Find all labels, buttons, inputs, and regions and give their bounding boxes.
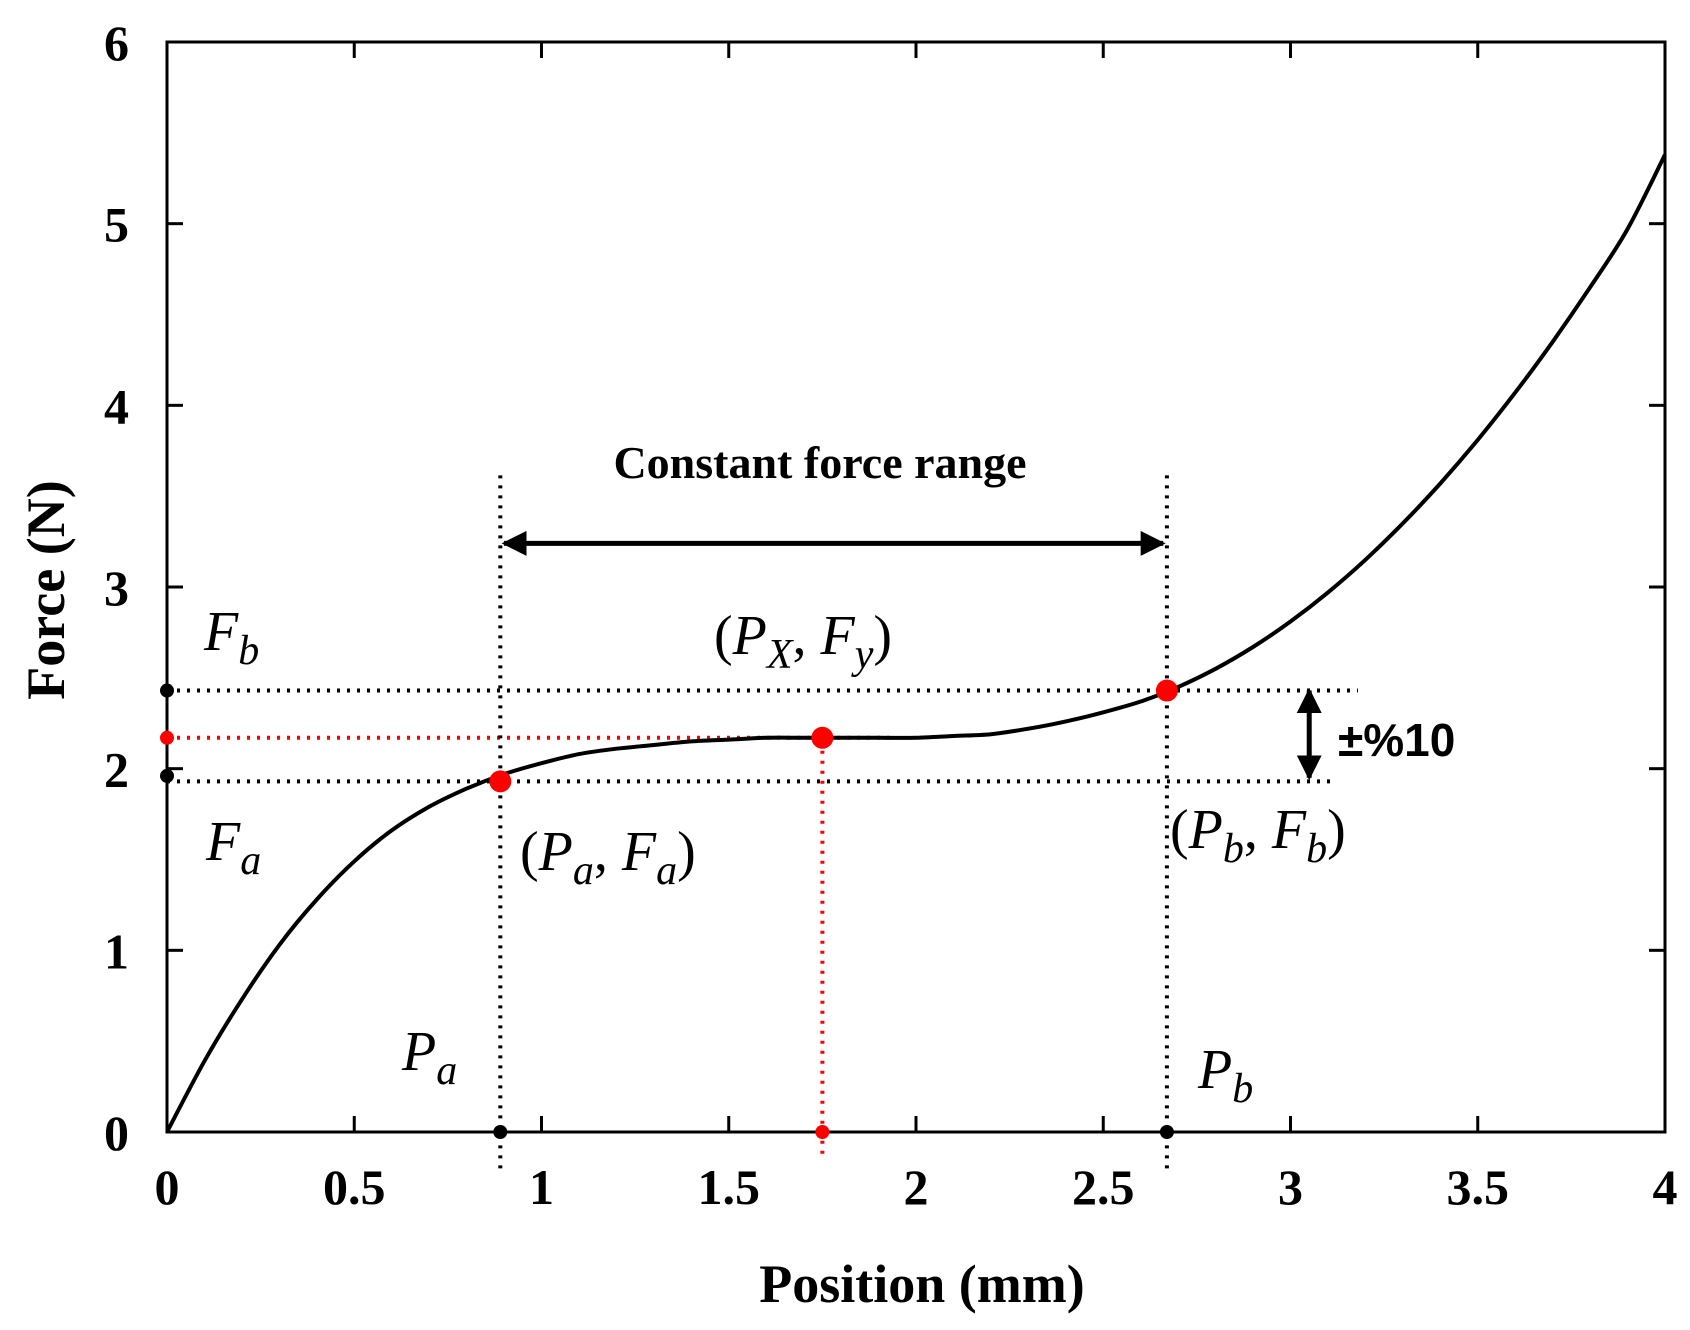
y-tick-label-0: 0 <box>104 1105 129 1161</box>
x-tick-label-8: 4 <box>1653 1159 1678 1215</box>
x-tick-label-2: 1 <box>529 1159 554 1215</box>
pa-fa-close: ) <box>677 821 696 883</box>
y-tick-label-6: 6 <box>104 15 129 71</box>
point-px-fy <box>811 726 834 749</box>
y-tick-label-1: 1 <box>104 923 129 979</box>
force-curve-line <box>165 153 1667 1133</box>
pa-label-base: P <box>401 1021 436 1083</box>
pa-fa-base2: F <box>621 821 657 883</box>
x-tick-label-3: 1.5 <box>698 1159 761 1215</box>
pa-fa-open: ( <box>520 821 539 883</box>
pa-label-sub: a <box>436 1048 457 1094</box>
point-fa-axis <box>160 768 174 783</box>
fa-label-base: F <box>205 811 241 873</box>
pb-label-base: P <box>1197 1039 1232 1101</box>
pa-fa-base1: P <box>538 821 573 883</box>
y-tick-label-4: 4 <box>104 378 129 434</box>
y-tick-label-2: 2 <box>104 742 129 798</box>
x-tick-label-1: 0.5 <box>323 1159 386 1215</box>
pa-fa-label: (Pa, Fa) <box>520 821 696 894</box>
px-fy-label: (PX, Fy) <box>714 605 892 678</box>
axes: 0 0.5 1 1.5 2 2.5 3 3.5 4 0 1 2 3 4 5 6 <box>104 15 1678 1215</box>
point-pb-axis <box>1159 1125 1174 1139</box>
pb-fb-sub1: b <box>1223 826 1244 872</box>
point-pa-fa <box>489 770 512 793</box>
curve-layer <box>165 153 1667 1133</box>
pb-fb-sep: , <box>1244 799 1272 861</box>
pa-fa-sub1: a <box>573 848 594 894</box>
point-pb-fb <box>1155 679 1178 702</box>
point-fb-axis <box>160 683 174 698</box>
fb-label: Fb <box>203 601 259 674</box>
y-tick-label-5: 5 <box>104 197 129 253</box>
point-fy-axis <box>160 730 174 745</box>
plot-frame <box>165 40 1667 1134</box>
px-fy-close: ) <box>873 605 892 667</box>
pb-fb-base1: P <box>1188 799 1223 861</box>
pb-label-sub: b <box>1232 1066 1253 1112</box>
pa-fa-sub2: a <box>656 848 677 894</box>
px-fy-base1: P <box>732 605 767 667</box>
px-fy-sep: , <box>793 605 821 667</box>
px-fy-sub1: X <box>765 632 795 678</box>
y-tick-label-3: 3 <box>104 560 129 616</box>
pb-fb-sub2: b <box>1306 826 1327 872</box>
x-axis-title: Position (mm) <box>759 1254 1084 1314</box>
pa-fa-sep: , <box>594 821 622 883</box>
pb-fb-label: (Pb, Fb) <box>1170 799 1346 872</box>
point-pa-axis <box>493 1125 508 1139</box>
fb-label-sub: b <box>238 628 259 674</box>
fa-label-sub: a <box>240 838 261 884</box>
arrows <box>501 530 1322 781</box>
pb-fb-base2: F <box>1271 799 1307 861</box>
fa-label: Fa <box>205 811 261 884</box>
px-fy-open: ( <box>714 605 733 667</box>
px-fy-sub2: y <box>851 632 874 678</box>
x-tick-label-5: 2.5 <box>1072 1159 1135 1215</box>
pb-fb-close: ) <box>1327 799 1346 861</box>
px-fy-base2: F <box>820 605 856 667</box>
points <box>160 679 1178 1139</box>
pb-fb-open: ( <box>1170 799 1189 861</box>
x-tick-label-6: 3 <box>1278 1159 1303 1215</box>
x-tick-label-7: 3.5 <box>1447 1159 1510 1215</box>
pb-label: Pb <box>1197 1039 1253 1112</box>
pa-label: Pa <box>401 1021 457 1094</box>
x-tick-label-4: 2 <box>904 1159 929 1215</box>
constant-force-range-label: Constant force range <box>613 437 1026 488</box>
y-axis-title: Force (N) <box>16 480 76 699</box>
x-tick-label-0: 0 <box>155 1159 180 1215</box>
fb-label-base: F <box>203 601 239 663</box>
tolerance-label: ±%10 <box>1338 714 1455 766</box>
point-px-axis <box>815 1125 830 1139</box>
